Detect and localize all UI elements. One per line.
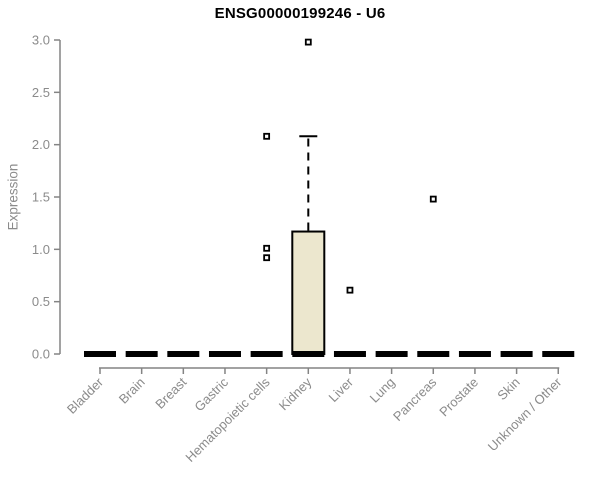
y-tick-label: 1.5 [32, 190, 50, 205]
x-category-label: Skin [494, 375, 522, 403]
x-category-label: Unknown / Other [485, 374, 565, 454]
y-tick-label: 0.5 [32, 294, 50, 309]
median-line [292, 351, 325, 357]
x-category-label: Liver [326, 374, 357, 405]
y-axis-title: Expression [5, 163, 21, 231]
x-category-label: Pancreas [390, 374, 440, 424]
x-category-label: Gastric [191, 374, 231, 414]
median-line [250, 351, 283, 357]
y-tick-label: 1.0 [32, 242, 50, 257]
median-line [125, 351, 158, 357]
median-line [84, 351, 116, 357]
median-line [375, 351, 408, 357]
median-line [167, 351, 200, 357]
y-tick-label: 0.0 [32, 347, 50, 362]
chart-title: ENSG00000199246 - U6 [214, 5, 386, 22]
median-line [208, 351, 241, 357]
x-category-label: Brain [116, 375, 148, 407]
outlier-point [263, 244, 271, 252]
median-line [417, 351, 450, 357]
x-category-label: Prostate [436, 375, 481, 420]
y-tick-label: 2.5 [32, 85, 50, 100]
median-line [542, 351, 575, 357]
x-category-label: Kidney [276, 374, 315, 413]
box-body [291, 230, 326, 355]
median-line [500, 351, 533, 357]
x-category-label: Breast [152, 374, 189, 411]
median-line [333, 351, 366, 357]
y-tick-label: 3.0 [32, 33, 50, 48]
outlier-point [263, 132, 271, 140]
y-tick-label: 2.0 [32, 137, 50, 152]
outlier-point [429, 195, 437, 203]
outlier-point [263, 254, 271, 262]
outlier-point [346, 286, 354, 294]
median-line [458, 351, 491, 357]
x-category-label: Bladder [64, 374, 107, 417]
x-category-label: Lung [367, 375, 398, 406]
outlier-point [304, 38, 312, 46]
